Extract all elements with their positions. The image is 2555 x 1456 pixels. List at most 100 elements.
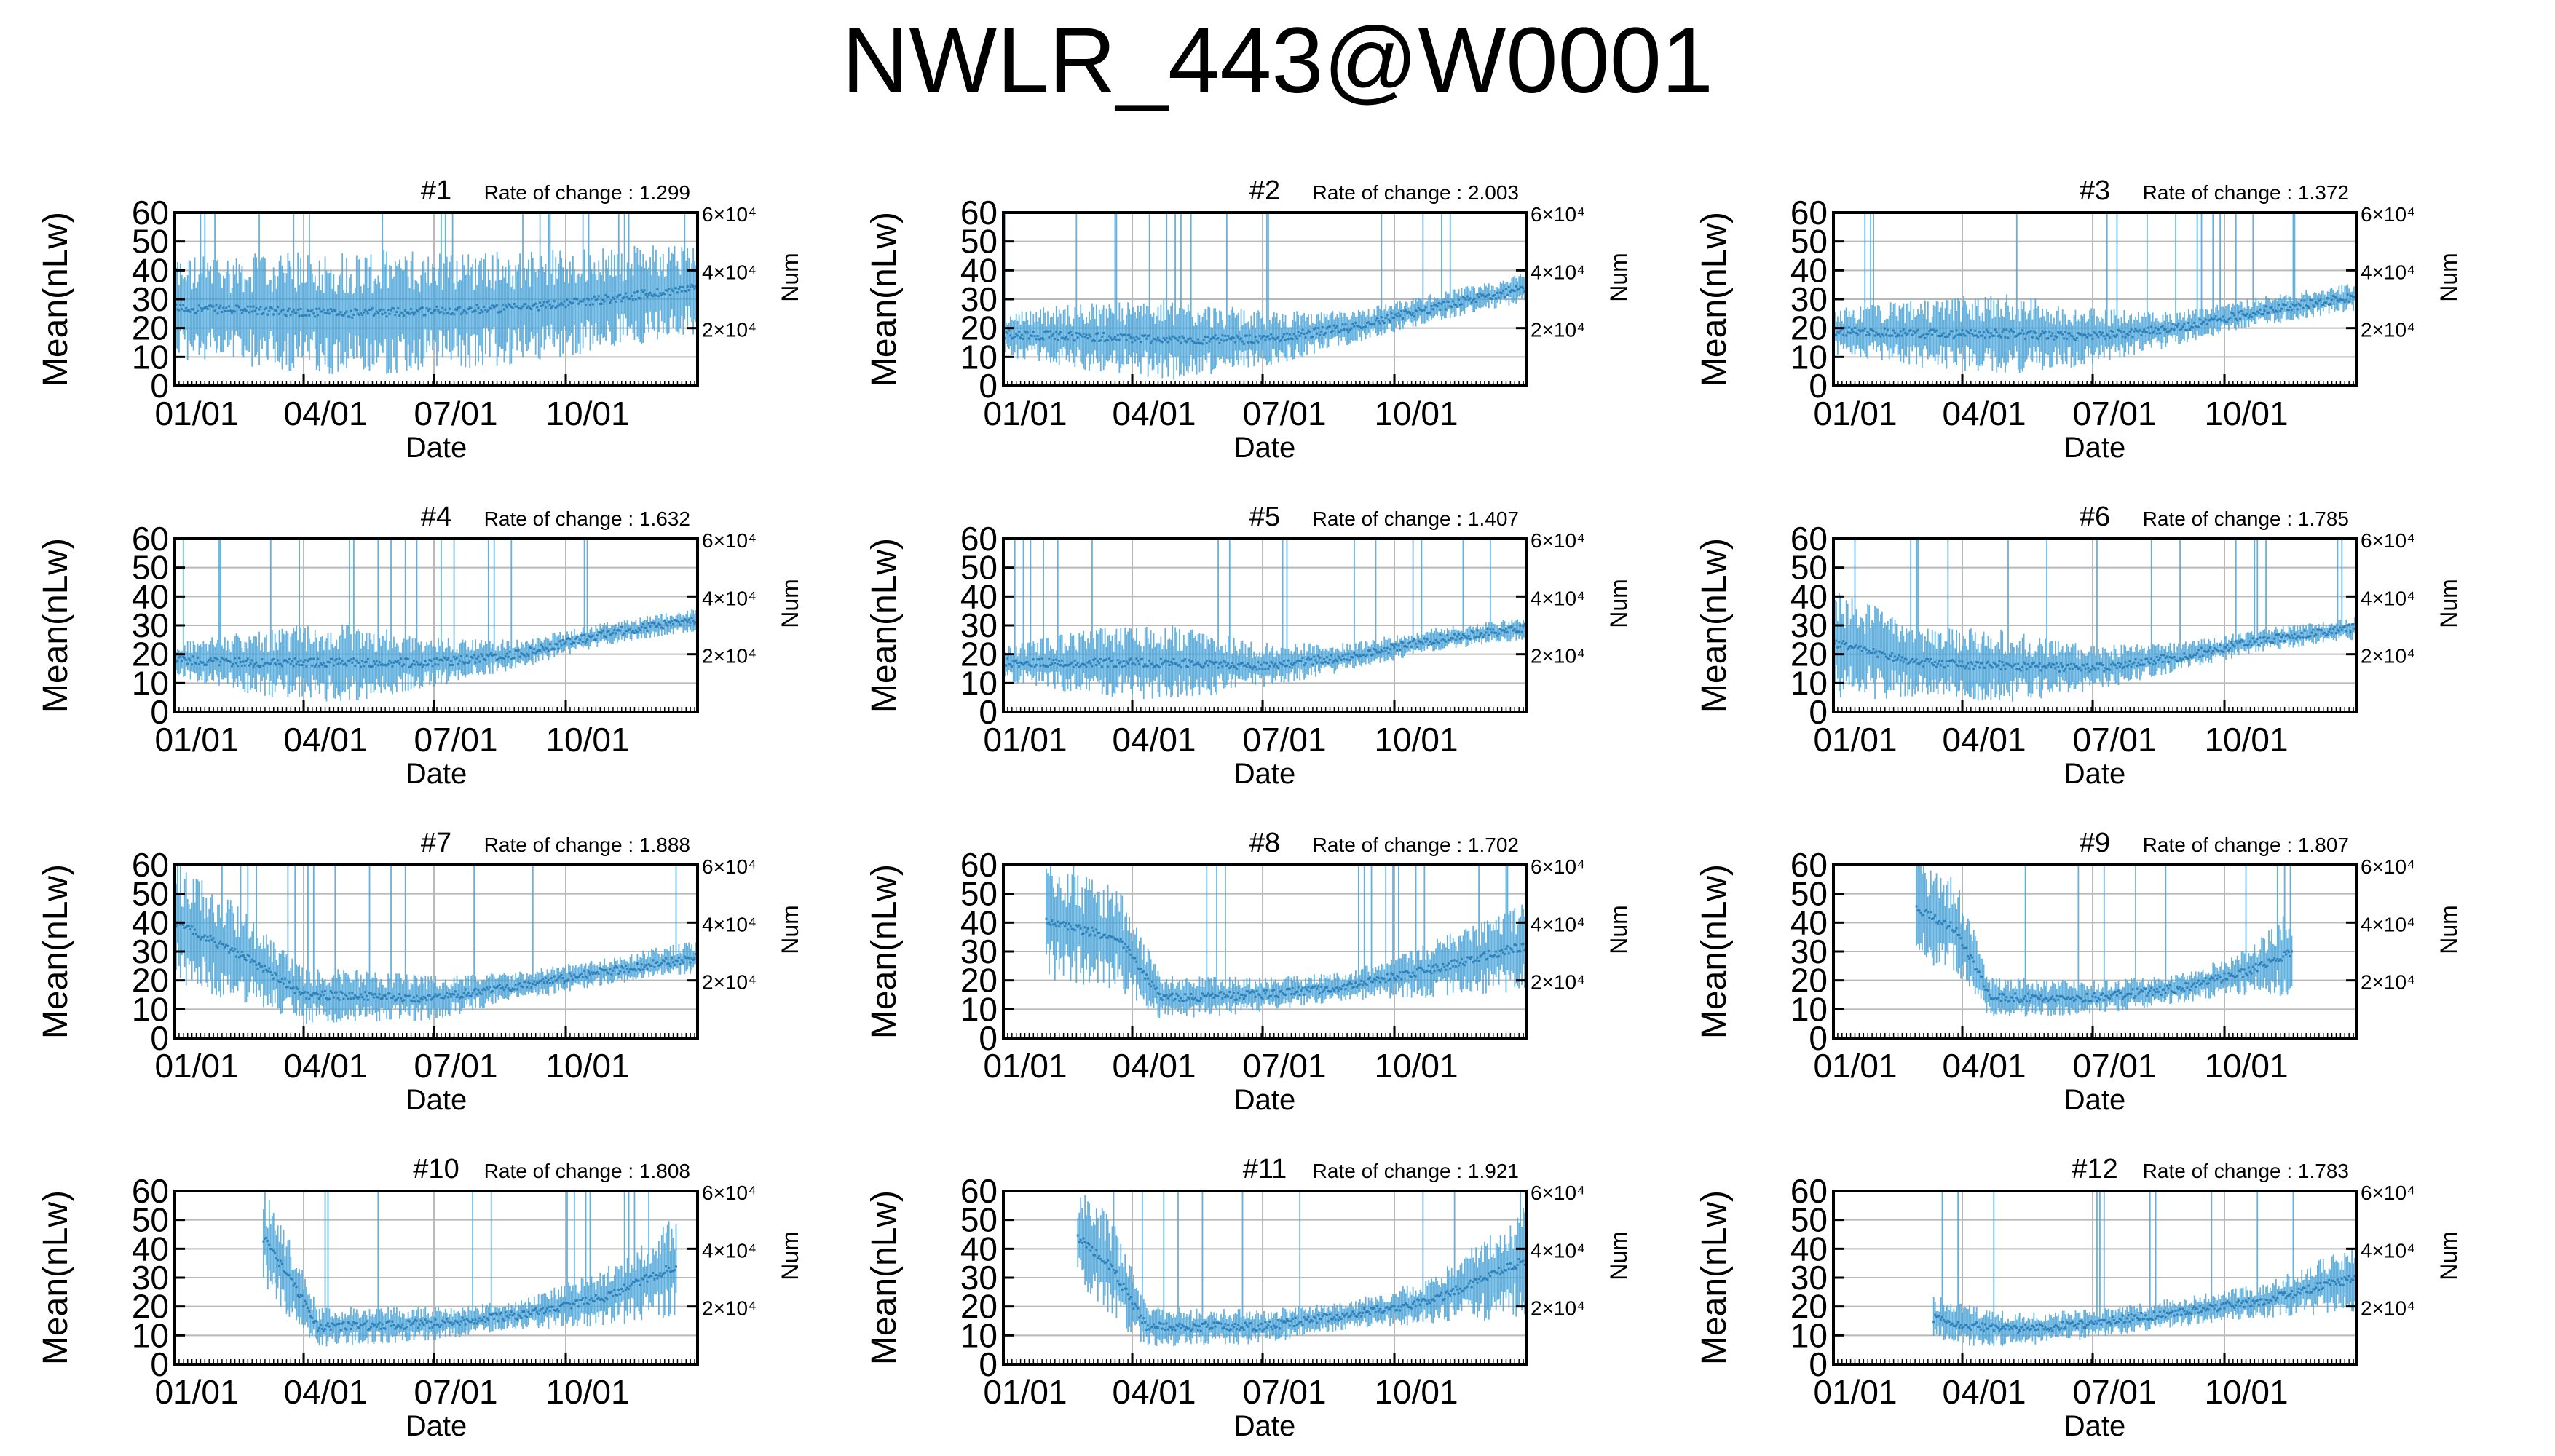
data-point: [275, 309, 278, 312]
data-point: [1984, 666, 1987, 669]
data-point: [1083, 335, 1086, 338]
data-point: [1489, 297, 1492, 300]
data-point: [1131, 662, 1134, 665]
data-point: [2109, 336, 2112, 339]
data-point: [331, 310, 333, 313]
data-point: [1337, 655, 1340, 658]
data-point: [336, 662, 339, 665]
data-point: [1495, 631, 1498, 634]
data-point: [199, 306, 202, 309]
data-point: [315, 307, 318, 310]
data-point: [301, 664, 304, 667]
data-point: [274, 309, 277, 312]
data-point: [1423, 637, 1426, 640]
data-point: [1942, 332, 1945, 335]
data-point: [1021, 333, 1024, 336]
data-point: [573, 298, 576, 301]
data-point: [620, 300, 623, 303]
data-point: [323, 308, 325, 311]
data-point: [663, 293, 666, 296]
data-point: [2038, 662, 2041, 665]
data-point: [518, 306, 521, 309]
data-point: [1039, 664, 1042, 667]
data-point: [281, 309, 284, 312]
data-point: [474, 309, 477, 312]
data-point: [2113, 663, 2116, 666]
data-point: [1049, 663, 1052, 666]
data-point: [335, 314, 338, 317]
data-point: [1162, 336, 1165, 339]
data-point: [2342, 299, 2345, 302]
data-point: [1490, 298, 1493, 301]
data-point: [226, 660, 229, 662]
data-point: [305, 314, 308, 317]
data-point: [1921, 334, 1924, 337]
data-point: [1228, 337, 1231, 340]
data-point: [2058, 331, 2061, 334]
data-point: [1363, 654, 1366, 657]
data-point: [1244, 664, 1247, 667]
data-point: [390, 661, 392, 664]
data-point: [1502, 629, 1505, 632]
data-point: [2070, 334, 2073, 337]
data-point: [1488, 293, 1490, 296]
data-point: [1937, 334, 1940, 337]
data-point: [1182, 659, 1185, 662]
data-point: [1307, 329, 1310, 332]
data-point: [1153, 337, 1156, 340]
data-point: [2029, 330, 2032, 333]
data-point: [1097, 332, 1099, 335]
data-point: [1459, 304, 1462, 306]
data-point: [382, 664, 385, 667]
data-point: [1211, 336, 1214, 339]
data-point: [668, 288, 671, 290]
y-tick-label: 0: [150, 693, 169, 731]
data-point: [1975, 334, 1978, 337]
x-tick-label: 04/01: [1112, 721, 1196, 759]
data-point: [2014, 662, 2017, 665]
data-point: [539, 649, 542, 652]
data-point: [1433, 304, 1436, 306]
data-point: [1161, 341, 1164, 344]
data-point: [1955, 663, 1958, 666]
data-point: [2090, 668, 2093, 671]
data-point: [2243, 314, 2246, 317]
data-point: [1507, 286, 1510, 289]
data-point: [1878, 650, 1881, 653]
data-point: [246, 657, 249, 660]
data-point: [1211, 661, 1214, 664]
data-point: [1317, 326, 1320, 329]
data-point: [481, 655, 484, 658]
data-point: [1374, 319, 1377, 322]
data-point: [427, 663, 430, 666]
data-point: [292, 309, 295, 312]
data-point: [1363, 325, 1366, 328]
data-point: [480, 309, 483, 312]
data-point: [458, 306, 461, 309]
data-point: [2279, 309, 2282, 312]
data-point: [647, 622, 650, 625]
data-point: [258, 308, 261, 311]
data-point: [371, 307, 374, 310]
data-point: [1159, 657, 1162, 660]
data-point: [2063, 337, 2066, 340]
data-point: [315, 663, 318, 666]
data-point: [477, 655, 480, 658]
data-point: [1327, 325, 1330, 328]
data-point: [1220, 338, 1223, 341]
data-point: [2270, 306, 2273, 309]
data-point: [1415, 642, 1418, 645]
data-point: [1892, 329, 1895, 332]
data-point: [1267, 667, 1270, 670]
data-point: [1930, 328, 1932, 331]
data-point: [2197, 325, 2200, 328]
data-point: [213, 309, 216, 312]
data-point: [1480, 632, 1483, 635]
data-point: [407, 657, 410, 660]
data-point: [1477, 296, 1480, 298]
data-point: [1897, 657, 1900, 660]
data-point: [1412, 640, 1415, 643]
data-point: [2168, 329, 2171, 332]
data-point: [1943, 335, 1946, 338]
data-point: [2278, 304, 2280, 306]
